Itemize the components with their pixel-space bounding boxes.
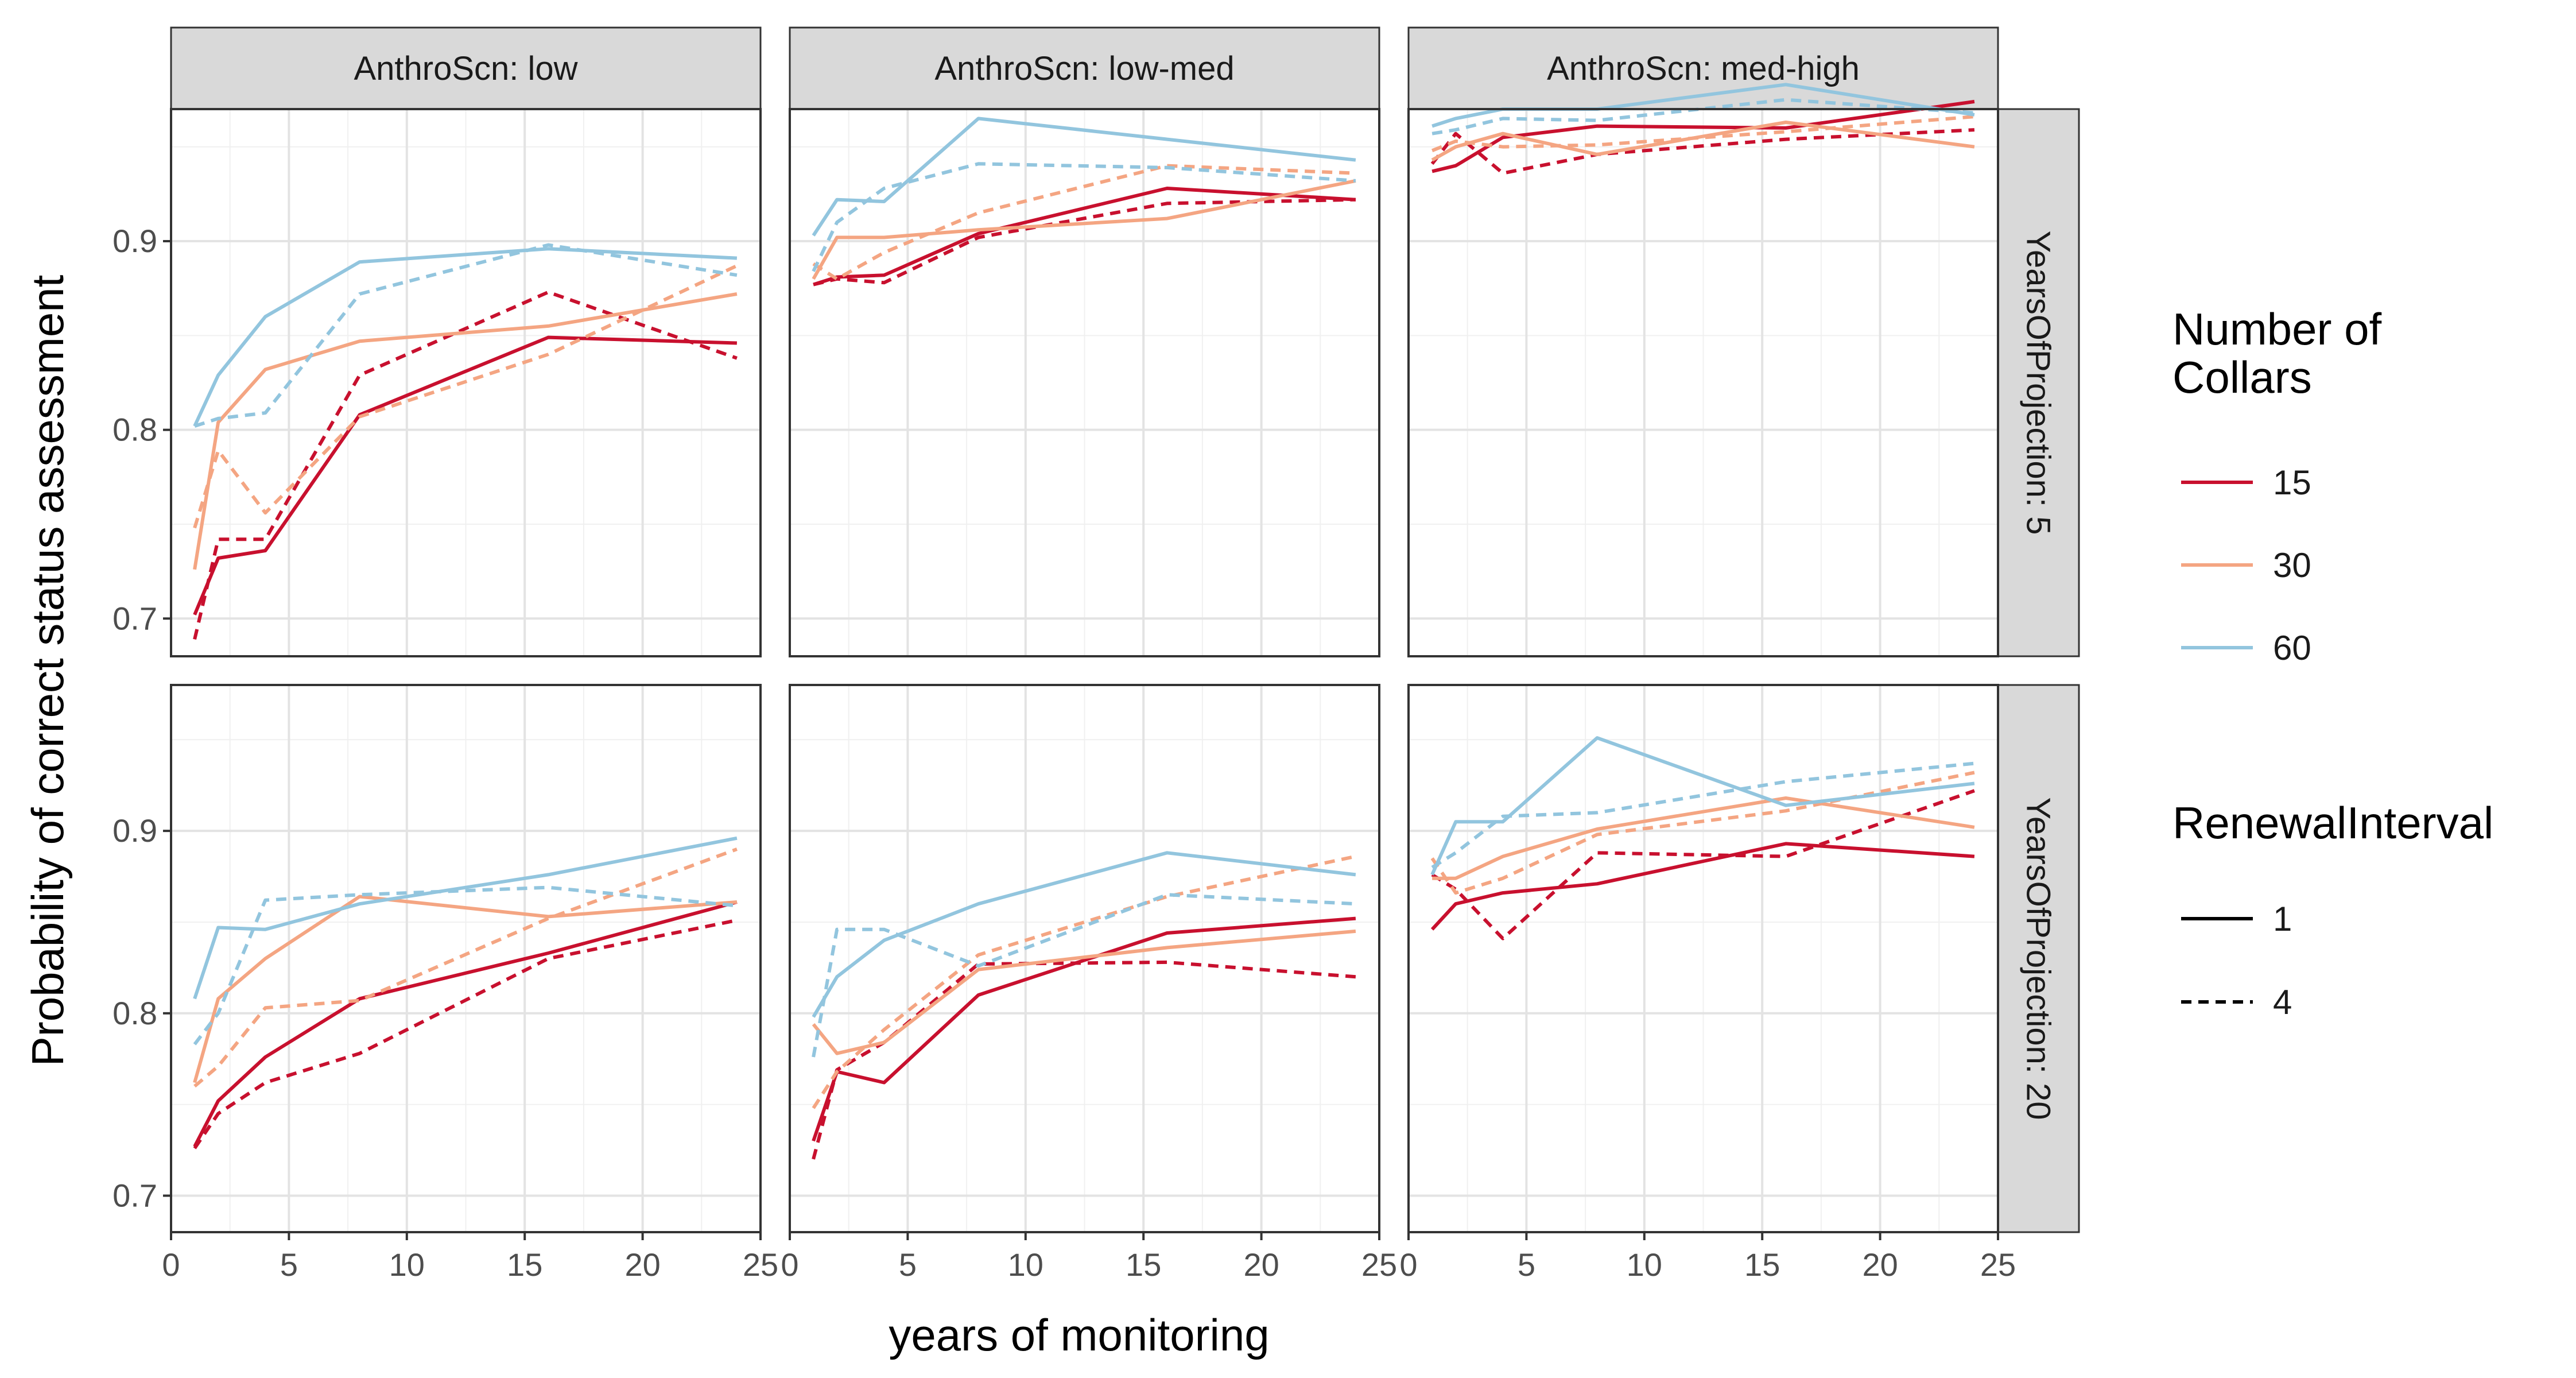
x-tick-label: 5 bbox=[280, 1247, 298, 1283]
x-tick-label: 20 bbox=[1862, 1247, 1898, 1283]
series-line-collars-30-renewal-1 bbox=[812, 929, 1356, 1055]
facet-strip-col-low bbox=[170, 26, 762, 110]
y-axis-title: Probability of correct status assessment bbox=[22, 274, 73, 1066]
panel-border bbox=[789, 108, 1380, 657]
panel-border bbox=[1407, 684, 1999, 1233]
legend-label: 30 bbox=[2273, 546, 2311, 585]
series-line-collars-30-renewal-1 bbox=[193, 895, 738, 1083]
x-tick-label: 0 bbox=[1399, 1247, 1417, 1283]
y-tick-label: 0.9 bbox=[112, 812, 157, 849]
series-line-collars-15-renewal-4 bbox=[1430, 128, 1975, 175]
facet-strip-row-5 bbox=[1997, 108, 2080, 657]
panel-border bbox=[789, 684, 1380, 1233]
series-line-collars-15-renewal-1 bbox=[1430, 842, 1975, 931]
x-tick-label: 25 bbox=[1361, 1247, 1397, 1283]
panels-layer: AnthroScn: low AnthroScn: low-med AnthroSc… bbox=[112, 26, 2080, 1283]
y-tick-label: 0.9 bbox=[112, 223, 157, 259]
facet-strip-row-20 bbox=[1997, 684, 2080, 1233]
x-tick-label: 10 bbox=[389, 1247, 425, 1283]
facet-strip-label: AnthroScn: low bbox=[354, 50, 578, 87]
facet-strip-label: AnthroScn: med-high bbox=[1547, 50, 1860, 87]
series-line-collars-15-renewal-1 bbox=[193, 335, 737, 616]
series-line-collars-30-renewal-4 bbox=[193, 264, 738, 529]
x-tick-label: 5 bbox=[899, 1247, 917, 1283]
series-line-collars-60-renewal-1 bbox=[812, 851, 1356, 1018]
series-line-collars-15-renewal-1 bbox=[1431, 99, 1975, 173]
legend-label: 4 bbox=[2273, 983, 2292, 1021]
x-tick-label: 25 bbox=[1980, 1247, 2016, 1283]
x-tick-label: 20 bbox=[624, 1247, 660, 1283]
series-line-collars-15-renewal-4 bbox=[813, 198, 1356, 287]
legend: Number of Collars 15 30 60 RenewalInterval 1 4 bbox=[2172, 304, 2493, 1021]
facet-strip-label: YearsOfProjection: 20 bbox=[2020, 797, 2057, 1120]
series-line-collars-60-renewal-1 bbox=[193, 836, 738, 1000]
series-line-collars-30-renewal-4 bbox=[1431, 115, 1975, 153]
series-line-collars-30-renewal-4 bbox=[193, 847, 738, 1088]
series-line-collars-60-renewal-1 bbox=[812, 117, 1356, 237]
legend-linetype-title: RenewalInterval bbox=[2172, 798, 2493, 848]
y-tick-label: 0.8 bbox=[112, 995, 157, 1031]
legend-color-title: Collars bbox=[2172, 352, 2312, 402]
panel-low-med-20: 0 5 10 15 20 25 bbox=[781, 684, 1397, 1283]
panel-med-high-5 bbox=[1407, 83, 1999, 657]
legend-label: 1 bbox=[2273, 900, 2292, 938]
panel-border bbox=[170, 108, 762, 657]
facet-strip-col-med-high bbox=[1407, 26, 1999, 110]
facet-strip-col-low-med bbox=[789, 26, 1380, 110]
x-tick-label: 0 bbox=[162, 1247, 180, 1283]
series-line-collars-60-renewal-4 bbox=[812, 162, 1356, 272]
series-line-collars-15-renewal-1 bbox=[193, 900, 738, 1148]
panel-border bbox=[1407, 108, 1999, 657]
panel-low-med-5 bbox=[789, 108, 1380, 657]
series-line-collars-60-renewal-4 bbox=[812, 893, 1356, 1058]
x-tick-label: 15 bbox=[507, 1247, 542, 1283]
legend-color-title: Number of bbox=[2172, 304, 2381, 354]
facet-strip-label: AnthroScn: low-med bbox=[934, 50, 1234, 87]
x-tick-label: 0 bbox=[781, 1247, 798, 1283]
series-line-collars-30-renewal-1 bbox=[812, 179, 1356, 280]
series-line-collars-15-renewal-4 bbox=[193, 290, 738, 640]
panel-med-high-20: 0 5 10 15 20 25 bbox=[1399, 684, 2016, 1283]
y-tick-label: 0.7 bbox=[112, 600, 157, 636]
series-line-collars-60-renewal-1 bbox=[1430, 736, 1975, 876]
series-line-collars-60-renewal-4 bbox=[193, 885, 738, 1046]
series-line-collars-60-renewal-4 bbox=[1431, 98, 1975, 136]
y-tick-label: 0.7 bbox=[112, 1177, 157, 1213]
x-tick-label: 5 bbox=[1518, 1247, 1535, 1283]
series-line-collars-60-renewal-4 bbox=[1431, 761, 1975, 869]
x-axis-title: years of monitoring bbox=[889, 1310, 1269, 1360]
panel-low-20: 0.7 0.8 0.9 0 5 10 15 20 25 bbox=[112, 684, 778, 1283]
series-line-collars-15-renewal-4 bbox=[812, 960, 1356, 1160]
x-tick-label: 20 bbox=[1243, 1247, 1279, 1283]
x-tick-label: 15 bbox=[1744, 1247, 1780, 1283]
panel-border bbox=[170, 684, 762, 1233]
legend-label: 15 bbox=[2273, 463, 2311, 502]
series-line-collars-30-renewal-4 bbox=[812, 164, 1356, 281]
x-tick-label: 10 bbox=[1627, 1247, 1662, 1283]
x-tick-label: 10 bbox=[1008, 1247, 1043, 1283]
series-line-collars-15-renewal-4 bbox=[193, 918, 738, 1149]
x-tick-label: 25 bbox=[743, 1247, 778, 1283]
series-line-collars-30-renewal-4 bbox=[812, 854, 1356, 1109]
series-line-collars-30-renewal-4 bbox=[1430, 771, 1975, 895]
y-tick-label: 0.8 bbox=[112, 412, 157, 448]
facet-strip-label: YearsOfProjection: 5 bbox=[2020, 231, 2057, 535]
legend-label: 60 bbox=[2273, 629, 2311, 667]
series-line-collars-60-renewal-4 bbox=[194, 243, 738, 428]
panel-low-5: 0.7 0.8 0.9 bbox=[112, 108, 762, 657]
x-tick-label: 15 bbox=[1126, 1247, 1161, 1283]
series-line-collars-30-renewal-1 bbox=[1431, 121, 1975, 162]
